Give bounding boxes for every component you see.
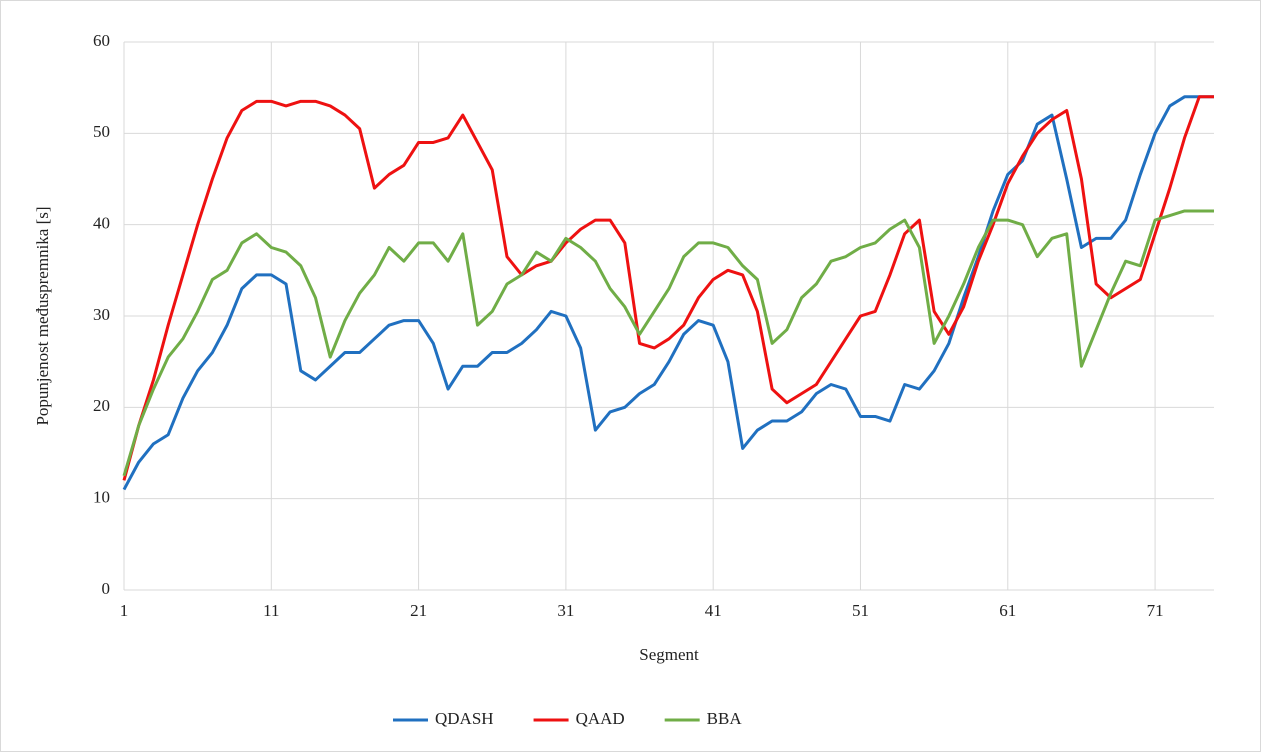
legend-label: QDASH [435,709,494,728]
y-tick-label: 20 [93,396,110,415]
y-tick-label: 50 [93,122,110,141]
series-line [122,209,1214,477]
x-tick-label: 41 [705,601,722,620]
y-tick-label: 40 [93,214,110,233]
legend-label: QAAD [576,709,625,728]
x-tick-label: 21 [410,601,427,620]
y-tick-label: 30 [93,305,110,324]
x-tick-label: 61 [999,601,1016,620]
y-axis-label: Popunjenost međuspremnika [s] [33,206,52,425]
x-axis-label: Segment [639,645,699,664]
x-tick-label: 1 [120,601,129,620]
y-tick-label: 0 [102,579,111,598]
x-tick-label: 31 [557,601,574,620]
x-tick-label: 11 [263,601,279,620]
y-tick-label: 60 [93,31,110,50]
legend-label: BBA [707,709,743,728]
x-tick-label: 51 [852,601,869,620]
y-tick-label: 10 [93,488,110,507]
series-line [122,95,1214,481]
x-tick-label: 71 [1147,601,1164,620]
series-line [122,95,1214,491]
